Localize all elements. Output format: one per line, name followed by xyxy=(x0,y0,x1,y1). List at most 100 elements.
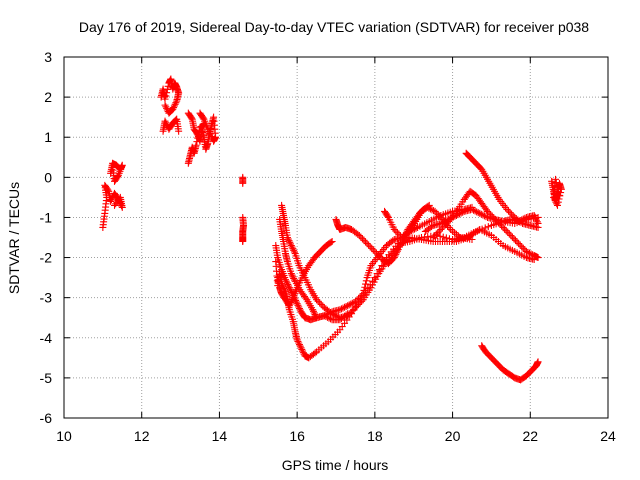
x-axis-label: GPS time / hours xyxy=(282,457,389,473)
data-point xyxy=(286,285,294,293)
data-point xyxy=(554,185,562,193)
data-point xyxy=(431,207,439,215)
data-point xyxy=(173,97,181,105)
data-point xyxy=(372,249,380,257)
data-point xyxy=(107,197,115,205)
data-point xyxy=(336,306,344,314)
data-point xyxy=(285,302,293,310)
data-point xyxy=(361,283,369,291)
data-point xyxy=(284,235,292,243)
data-point xyxy=(342,311,350,319)
data-point xyxy=(389,237,397,245)
y-tick-label: -5 xyxy=(40,370,53,386)
data-point xyxy=(459,208,467,216)
data-point xyxy=(512,236,520,244)
data-point xyxy=(519,244,527,252)
data-point xyxy=(351,304,359,312)
data-point xyxy=(440,218,448,226)
data-point xyxy=(437,219,445,227)
data-point xyxy=(294,301,302,309)
data-point xyxy=(295,304,303,312)
data-point xyxy=(534,219,542,227)
data-point xyxy=(436,212,444,220)
data-point xyxy=(516,241,524,249)
data-point xyxy=(327,315,335,323)
data-point xyxy=(320,312,328,320)
data-point xyxy=(359,290,367,298)
data-point xyxy=(435,227,443,235)
data-point xyxy=(438,219,446,227)
data-point xyxy=(170,102,178,110)
data-point xyxy=(355,231,363,239)
data-point xyxy=(327,238,335,246)
data-point xyxy=(510,235,518,243)
data-point xyxy=(434,211,442,219)
data-point xyxy=(553,201,561,209)
data-point xyxy=(175,127,183,135)
data-point xyxy=(290,293,298,301)
data-point xyxy=(162,103,170,111)
data-point xyxy=(337,305,345,313)
y-tick-label: -6 xyxy=(40,410,53,426)
data-point xyxy=(471,207,479,215)
data-point xyxy=(526,249,534,257)
data-point xyxy=(513,238,521,246)
data-point xyxy=(293,300,301,308)
data-point xyxy=(429,234,437,241)
data-point xyxy=(295,341,303,349)
data-point xyxy=(448,214,456,222)
data-point xyxy=(350,305,358,313)
data-point xyxy=(468,236,476,244)
data-point xyxy=(423,203,431,211)
data-point xyxy=(296,342,304,350)
data-point xyxy=(449,213,457,221)
data-point xyxy=(454,211,462,219)
data-point xyxy=(347,300,355,308)
data-point xyxy=(195,127,203,135)
y-tick-label: 3 xyxy=(44,49,52,65)
data-point xyxy=(357,233,365,241)
data-point xyxy=(505,230,513,238)
y-tick-label: -4 xyxy=(40,330,53,346)
data-point xyxy=(314,297,322,305)
data-point xyxy=(194,134,202,142)
y-tick-label: -2 xyxy=(40,250,53,266)
data-point xyxy=(508,210,516,218)
data-point xyxy=(432,230,440,238)
data-point xyxy=(530,211,538,219)
data-point xyxy=(443,216,451,224)
data-point xyxy=(393,229,401,237)
data-point xyxy=(193,138,201,146)
data-point xyxy=(290,246,298,254)
data-point xyxy=(292,296,300,304)
data-point xyxy=(353,302,361,310)
data-point xyxy=(534,254,542,262)
data-point xyxy=(428,223,436,231)
data-point xyxy=(451,212,459,220)
data-point xyxy=(355,300,363,308)
data-point xyxy=(362,277,370,285)
data-point xyxy=(470,206,478,214)
data-point xyxy=(283,234,291,241)
data-point xyxy=(358,297,366,305)
x-tick-label: 12 xyxy=(134,428,150,444)
data-point xyxy=(163,89,171,97)
data-point xyxy=(477,210,485,218)
data-point xyxy=(552,175,560,183)
data-point xyxy=(395,230,403,238)
data-point xyxy=(553,182,561,190)
data-point xyxy=(107,196,115,204)
data-point xyxy=(484,207,492,215)
data-point xyxy=(426,205,434,213)
data-point xyxy=(345,301,353,309)
data-point xyxy=(531,213,539,221)
data-point xyxy=(288,288,296,296)
data-point xyxy=(111,201,119,209)
data-point xyxy=(390,254,398,262)
data-point xyxy=(289,245,297,253)
data-point xyxy=(316,299,324,307)
y-tick-label: -1 xyxy=(40,209,53,225)
data-point xyxy=(552,198,560,206)
data-point xyxy=(519,215,527,223)
data-point xyxy=(284,280,292,288)
